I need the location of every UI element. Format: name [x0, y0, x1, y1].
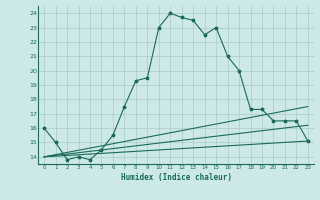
X-axis label: Humidex (Indice chaleur): Humidex (Indice chaleur) — [121, 173, 231, 182]
